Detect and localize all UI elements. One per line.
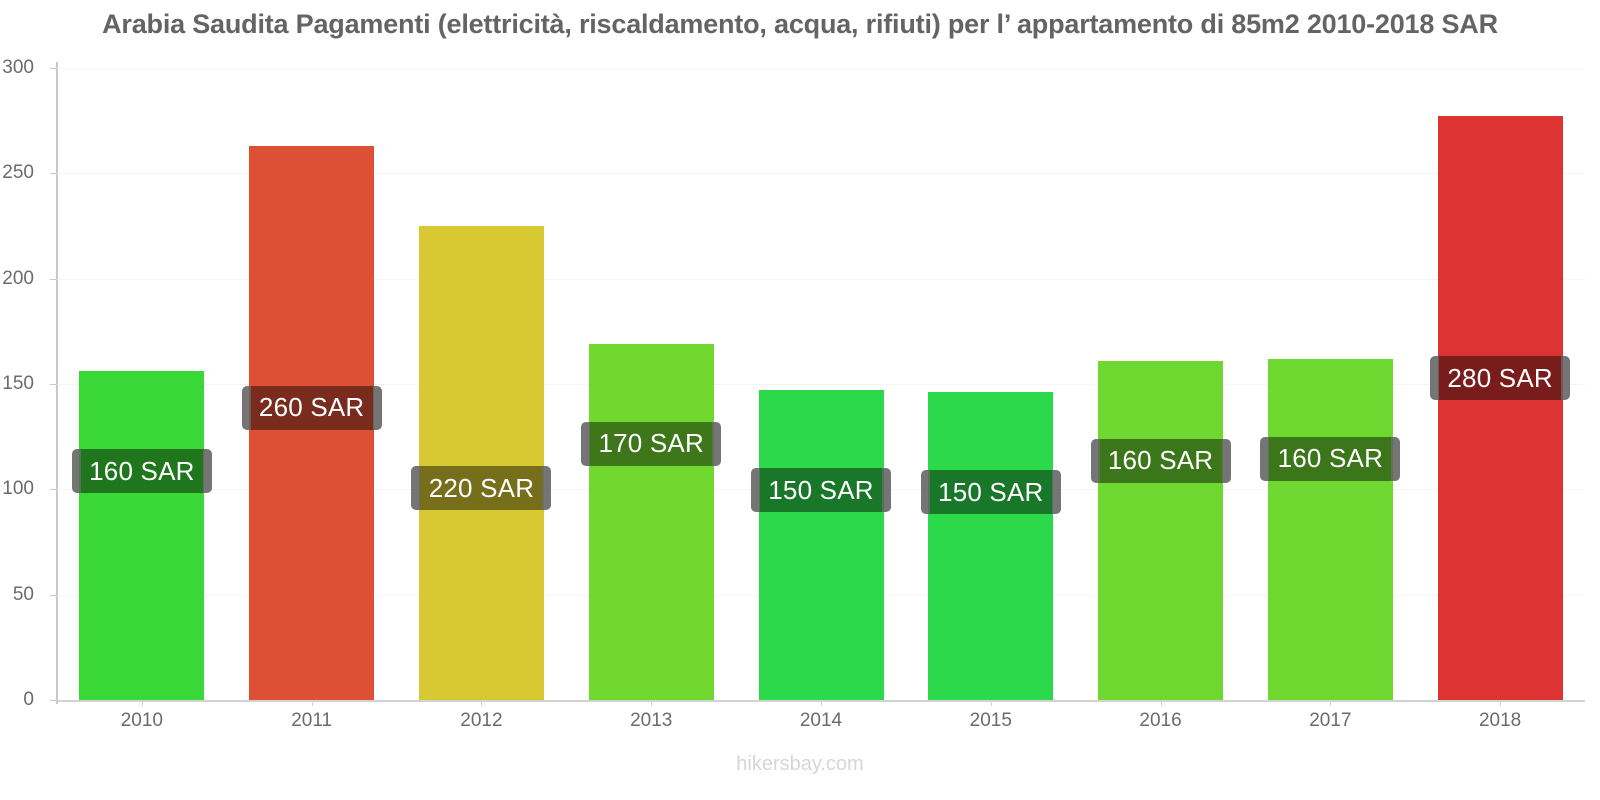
bar-2015[interactable] xyxy=(928,392,1054,700)
x-axis-tick-mark xyxy=(1160,700,1162,706)
gridline xyxy=(57,173,1585,175)
x-axis-tick-mark xyxy=(651,700,653,706)
y-axis-tick-label: 50 xyxy=(12,583,34,605)
y-axis-tick-mark xyxy=(50,700,57,701)
x-axis-tick-label-2014: 2014 xyxy=(799,710,843,731)
value-label-2014: 150 SAR xyxy=(751,468,891,513)
bar-2010[interactable] xyxy=(79,371,205,700)
y-axis-tick-label: 150 xyxy=(2,373,34,394)
y-axis-tick-label: 200 xyxy=(2,267,34,289)
y-axis-tick-label: 300 xyxy=(2,57,34,78)
bar-2016[interactable] xyxy=(1098,360,1224,700)
x-axis-tick-label-2015: 2015 xyxy=(969,710,1012,731)
value-label-2011: 260 SAR xyxy=(241,385,382,430)
value-label-2016: 160 SAR xyxy=(1090,438,1231,483)
x-axis-tick-mark xyxy=(1500,700,1502,706)
x-axis-tick-label-2013: 2013 xyxy=(630,710,673,731)
bar-2013[interactable] xyxy=(588,343,714,700)
x-axis-tick-mark xyxy=(990,700,992,706)
y-axis-tick-label: 0 xyxy=(23,689,34,710)
y-axis-tick-mark xyxy=(50,384,57,385)
y-axis-tick-mark xyxy=(50,173,57,175)
y-axis-line xyxy=(56,62,58,704)
x-axis-tick-label-2012: 2012 xyxy=(460,710,503,731)
bar-2014[interactable] xyxy=(758,390,884,700)
bar-2012[interactable] xyxy=(418,226,544,700)
x-axis-tick-label-2010: 2010 xyxy=(120,710,164,731)
gridline xyxy=(57,68,1585,69)
y-axis-tick-label: 250 xyxy=(2,162,34,184)
x-axis-tick-label-2018: 2018 xyxy=(1478,710,1522,731)
value-label-2012: 220 SAR xyxy=(411,466,552,510)
value-label-2017: 160 SAR xyxy=(1260,436,1401,481)
bar-2018[interactable] xyxy=(1437,116,1563,700)
bar-2011[interactable] xyxy=(249,145,375,700)
y-axis-tick-mark xyxy=(50,594,57,596)
x-axis-tick-mark xyxy=(481,700,483,706)
plot-area: 0 50 100 150 200 250 300 160 SAR 260 SAR 220 SAR… xyxy=(2,57,1585,710)
chart-title: Arabia Saudita Pagamenti (elettricità, r… xyxy=(102,9,1498,39)
x-axis-tick-mark xyxy=(311,700,313,706)
value-label-2010: 160 SAR xyxy=(71,449,212,494)
x-axis-tick-label-2016: 2016 xyxy=(1139,710,1182,731)
gridline xyxy=(57,278,1585,280)
source-watermark: hikersbay.com xyxy=(736,753,864,775)
x-axis-tick-mark xyxy=(821,700,822,706)
y-axis-tick-mark xyxy=(50,278,57,280)
value-label-2015: 150 SAR xyxy=(920,470,1061,515)
y-axis-tick-label: 100 xyxy=(2,478,34,500)
value-label-2018: 280 SAR xyxy=(1430,356,1571,401)
bar-2017[interactable] xyxy=(1267,358,1393,700)
y-axis-tick-mark xyxy=(50,489,57,491)
x-axis-tick-label-2011: 2011 xyxy=(291,710,333,731)
value-label-2013: 170 SAR xyxy=(581,421,722,466)
gridline xyxy=(57,384,1585,385)
y-axis-tick-mark xyxy=(50,68,57,69)
x-axis-tick-mark xyxy=(141,700,143,706)
x-axis-tick-mark xyxy=(1330,700,1332,706)
x-axis-tick-label-2017: 2017 xyxy=(1309,710,1352,731)
